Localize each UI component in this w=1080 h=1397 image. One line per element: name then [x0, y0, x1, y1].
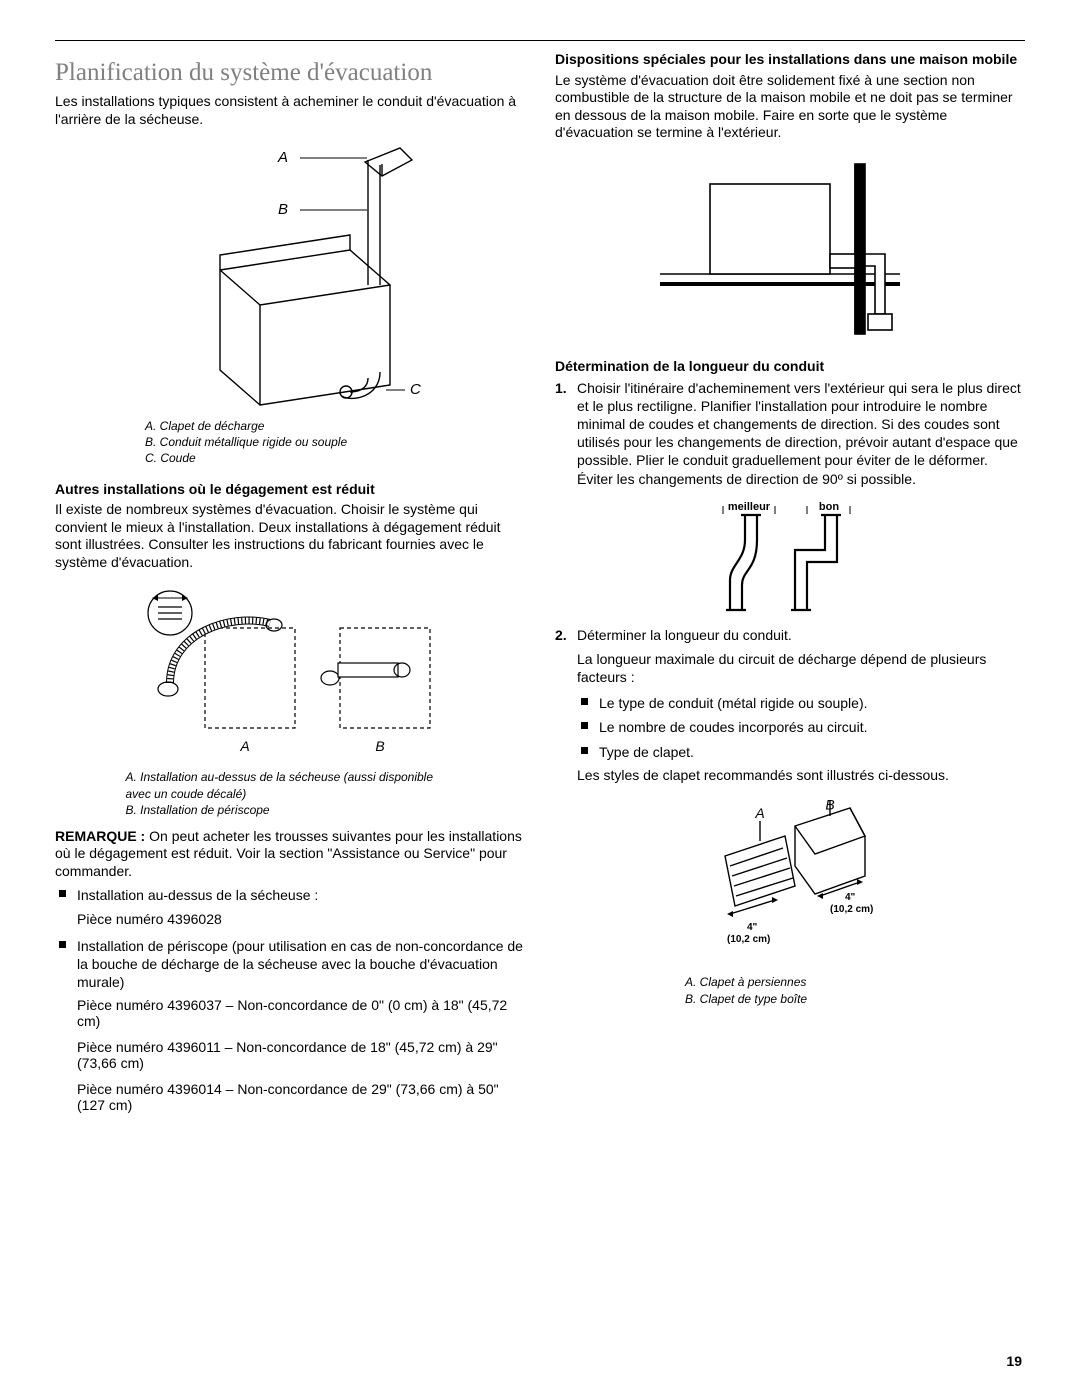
- hood-dim4: (10,2 cm): [727, 934, 770, 945]
- after-bullets: Les styles de clapet recommandés sont il…: [577, 767, 1025, 785]
- hood-dim3: 4": [747, 922, 758, 933]
- part-4396028: Pièce numéro 4396028: [55, 911, 525, 927]
- left-column: Planification du système d'évacuation Le…: [55, 51, 525, 1123]
- elbow-best: meilleur: [728, 501, 771, 513]
- part-4396014: Pièce numéro 4396014 – Non-concordance d…: [55, 1081, 525, 1113]
- fig2-label-b: B: [375, 738, 384, 754]
- hood-label-b: B: [825, 797, 834, 813]
- step2a: Déterminer la longueur du conduit.: [577, 627, 792, 643]
- page-number: 19: [1006, 1353, 1022, 1369]
- figure-elbows: meilleur bon: [555, 500, 1025, 620]
- fig1-caption: A. Clapet de décharge B. Conduit métalli…: [145, 418, 525, 467]
- step2b: La longueur maximale du circuit de décha…: [577, 650, 1025, 686]
- figure-hoods: A B 4" (10,2 cm) 4" (10,2 cm): [555, 796, 1025, 966]
- right-column: Dispositions spéciales pour les installa…: [555, 51, 1025, 1123]
- hood-caption: A. Clapet à persiennes B. Clapet de type…: [685, 974, 1025, 1006]
- part-4396037: Pièce numéro 4396037 – Non-concordance d…: [55, 997, 525, 1029]
- section-title: Planification du système d'évacuation: [55, 59, 525, 87]
- factor-hood-type: Type de clapet.: [577, 743, 1025, 761]
- sub1-head: Autres installations où le dégagement es…: [55, 481, 525, 498]
- fig2-caption: A. Installation au-dessus de la sécheuse…: [126, 769, 455, 818]
- figure-mobile-home: [555, 154, 1025, 344]
- sub1-body: Il existe de nombreux systèmes d'évacuat…: [55, 501, 525, 571]
- hood-dim1: 4": [845, 892, 856, 903]
- step2: Déterminer la longueur du conduit. La lo…: [555, 626, 1025, 687]
- figure-reduced-clearance: A B: [55, 583, 525, 763]
- fig1-label-b: B: [278, 201, 288, 218]
- part-4396011: Pièce numéro 4396011 – Non-concordance d…: [55, 1039, 525, 1071]
- remark: REMARQUE : On peut acheter les trousses …: [55, 828, 525, 881]
- factor-elbow-count: Le nombre de coudes incorporés au circui…: [577, 718, 1025, 736]
- step1: Choisir l'itinéraire d'acheminement vers…: [555, 379, 1025, 488]
- elbow-good: bon: [819, 501, 839, 513]
- fig1-label-a: A: [277, 149, 288, 166]
- mobile-home-body: Le système d'évacuation doit être solide…: [555, 72, 1025, 142]
- remark-label: REMARQUE :: [55, 828, 145, 844]
- bullet1-text: Installation au-dessus de la sécheuse :: [77, 887, 318, 903]
- hood-dim2: (10,2 cm): [830, 904, 873, 915]
- factor-conduit-type: Le type de conduit (métal rigide ou soup…: [577, 694, 1025, 712]
- bullet-periscope: Installation de périscope (pour utilisat…: [55, 937, 525, 992]
- figure-dryer-vent: A B C: [55, 140, 525, 410]
- top-rule: [55, 40, 1025, 41]
- fig2-label-a: A: [239, 738, 249, 754]
- bullet-over-dryer: Installation au-dessus de la sécheuse :: [55, 886, 525, 904]
- length-head: Détermination de la longueur du conduit: [555, 358, 1025, 375]
- hood-label-a: A: [754, 805, 764, 821]
- fig1-label-c: C: [410, 381, 421, 398]
- intro-text: Les installations typiques consistent à …: [55, 93, 525, 128]
- mobile-home-head: Dispositions spéciales pour les installa…: [555, 51, 1025, 68]
